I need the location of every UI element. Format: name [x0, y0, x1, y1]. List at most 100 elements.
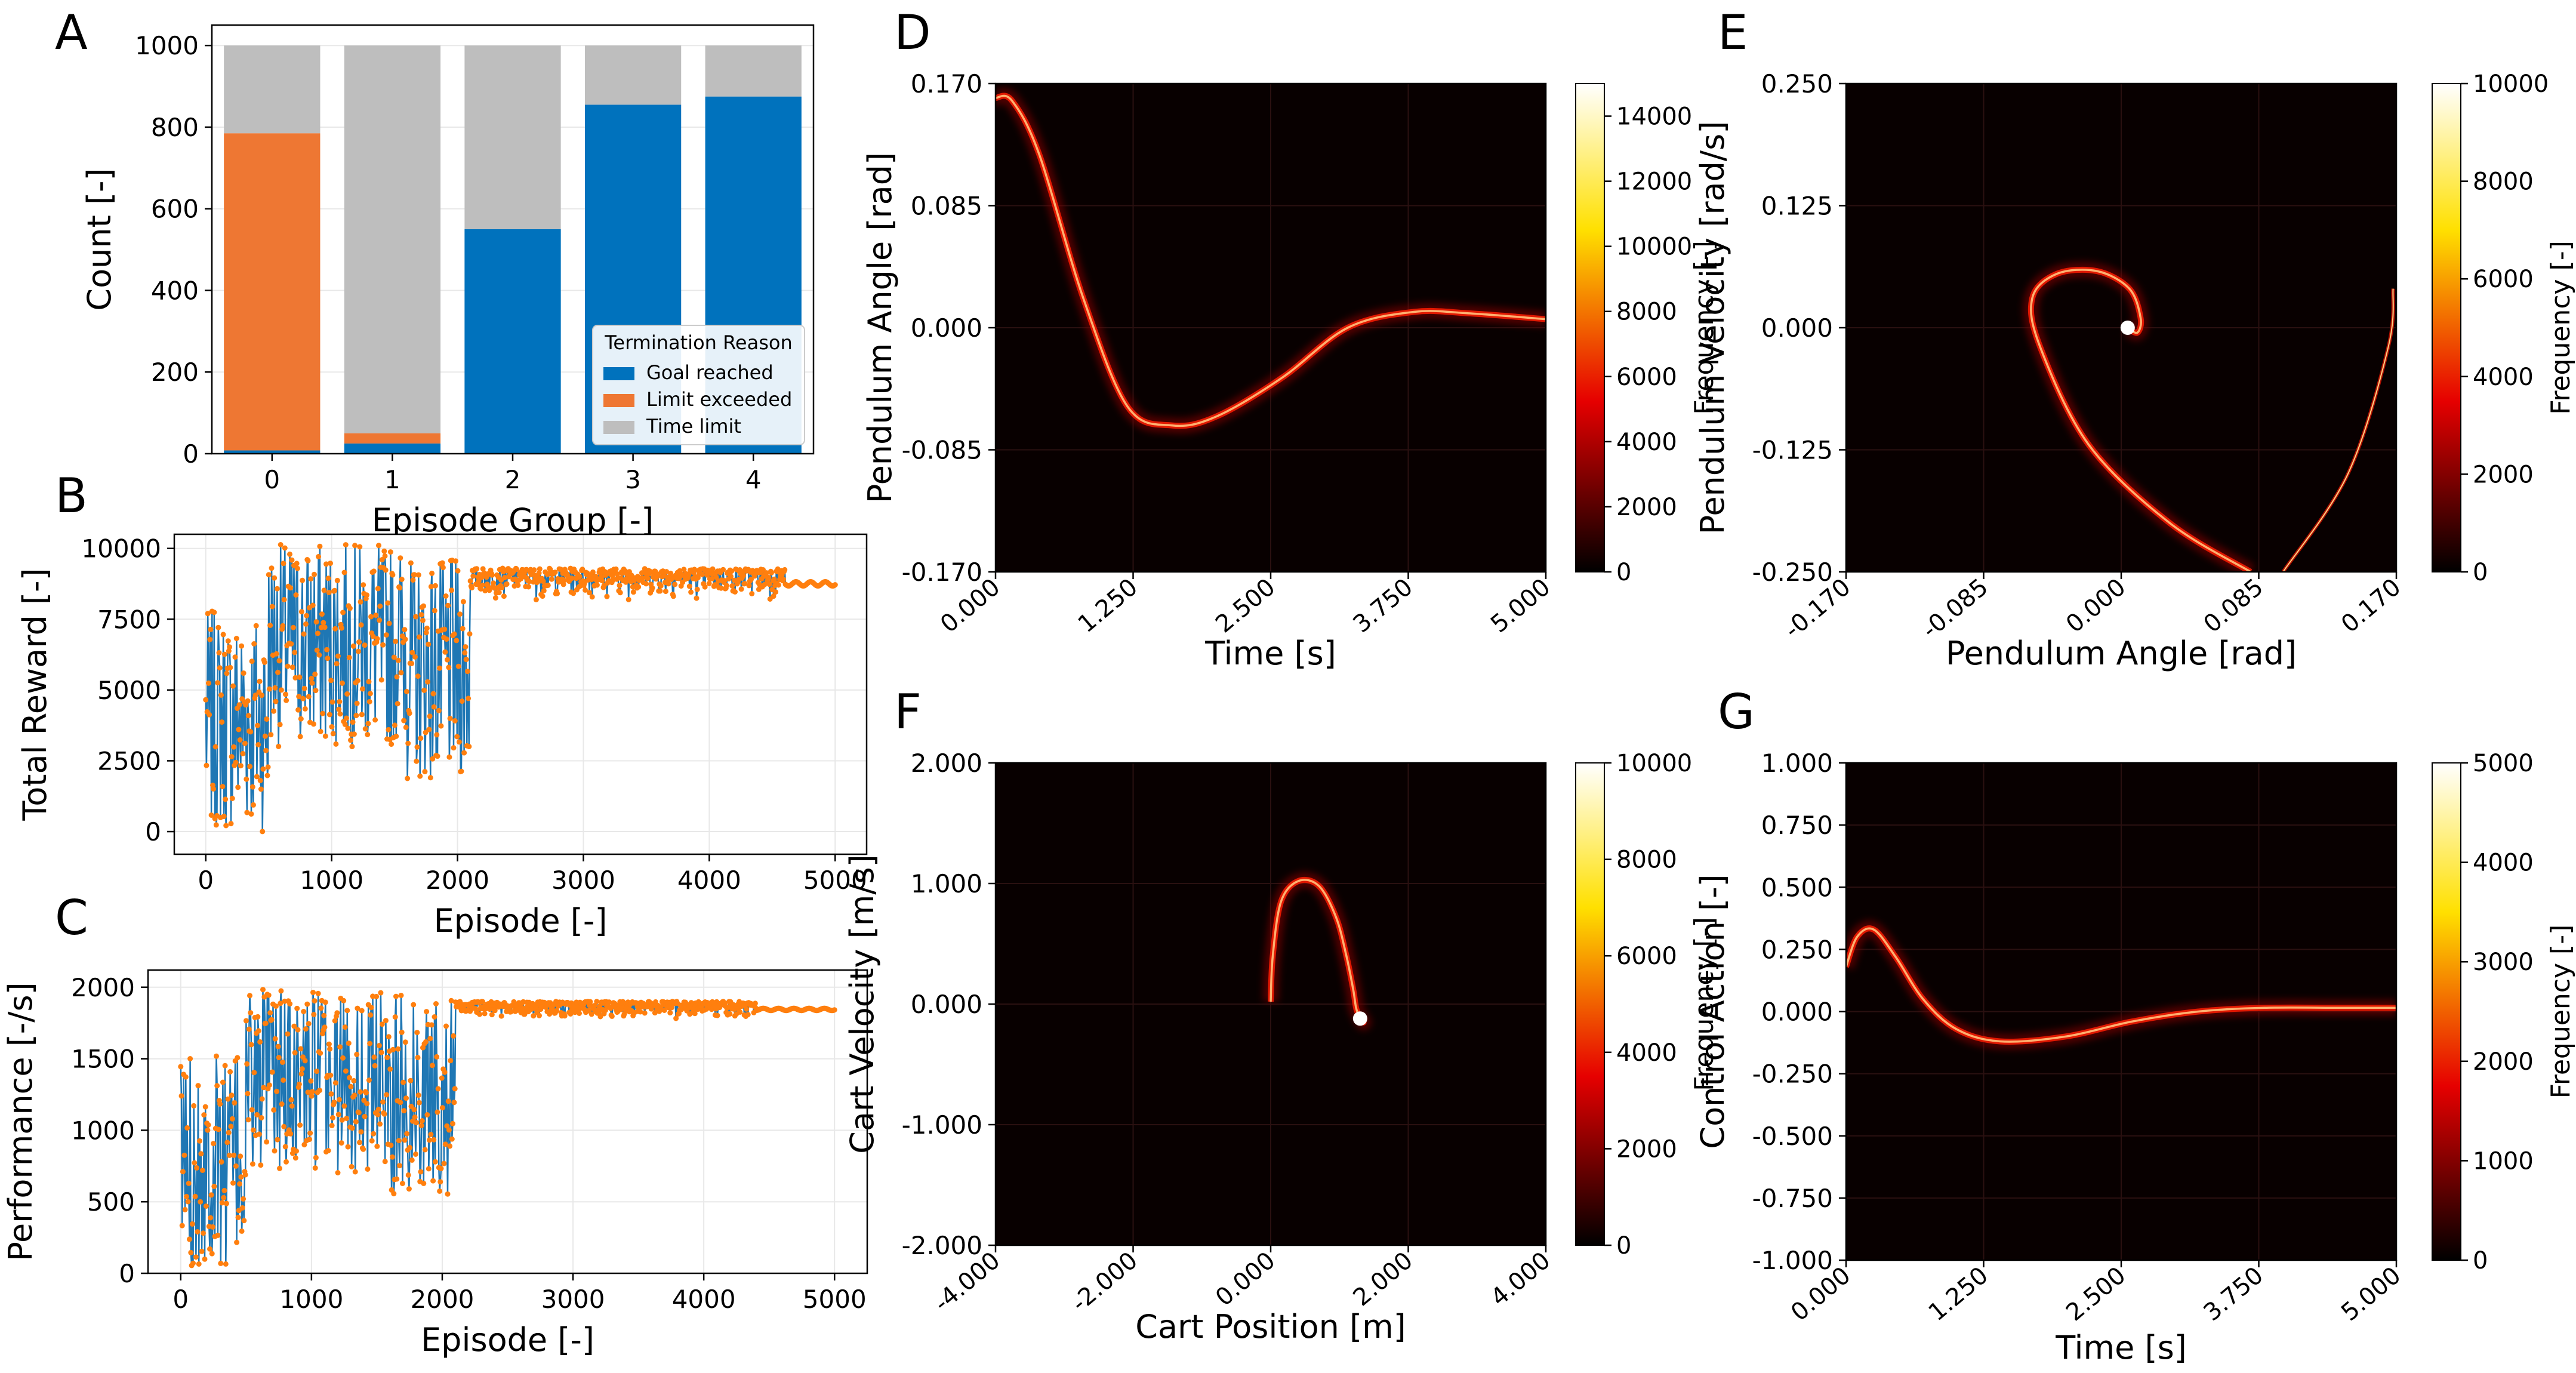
data-point [375, 1112, 381, 1118]
data-point [257, 678, 263, 684]
data-point [686, 583, 692, 589]
data-point [184, 1193, 189, 1199]
y-axis-label: Total Reward [-] [16, 568, 54, 821]
data-point [235, 1055, 241, 1061]
data-point [661, 573, 667, 579]
colorbar-D [1575, 83, 1605, 572]
colorbar-tick-label: 2000 [2473, 1048, 2534, 1076]
data-point [316, 554, 322, 559]
data-point [313, 1155, 319, 1160]
data-point [418, 612, 424, 618]
data-point [335, 1170, 341, 1175]
xtick-label: 1 [384, 465, 400, 494]
data-point [449, 587, 454, 593]
data-point [377, 1121, 383, 1127]
data-point [195, 1229, 201, 1235]
ytick-label: 1000 [135, 31, 199, 60]
data-point [291, 1023, 297, 1029]
data-point [479, 574, 485, 580]
colorbar-tick-label: 0 [1616, 1232, 1631, 1260]
data-point [665, 581, 671, 587]
data-point [261, 1085, 267, 1091]
data-point [318, 1050, 323, 1056]
bar-goal-reached [464, 229, 561, 454]
data-point [344, 1008, 350, 1014]
data-point [356, 1110, 362, 1116]
y-axis-label: Pendulum Velocity [rad/s] [1694, 121, 1731, 535]
data-point [709, 575, 715, 581]
y-axis-label: Cart Velocity [m/s] [843, 854, 881, 1153]
colorbar-E [2432, 83, 2461, 572]
data-point [198, 1151, 204, 1157]
data-point [637, 1009, 643, 1015]
data-point [272, 1148, 278, 1154]
data-point [301, 631, 307, 637]
data-point [580, 567, 586, 572]
data-point [504, 581, 510, 587]
xtick-label: 2 [505, 465, 521, 494]
data-point [748, 577, 754, 582]
data-point [245, 713, 251, 719]
data-point [272, 575, 278, 581]
data-point [442, 1141, 448, 1147]
data-point [199, 1248, 205, 1254]
frame-B [173, 533, 868, 855]
x-axis-label: Episode Group [-] [372, 501, 654, 539]
data-point [742, 581, 748, 587]
data-point [279, 1101, 285, 1107]
data-point [255, 722, 260, 728]
data-point [376, 1043, 382, 1048]
frame-A [211, 24, 815, 455]
data-point [241, 670, 246, 676]
data-point [670, 593, 676, 599]
data-point [437, 665, 442, 671]
legend-box [592, 325, 805, 445]
data-point [211, 1183, 217, 1189]
data-point [211, 1141, 217, 1147]
colorbar-tick-label: 2000 [2473, 461, 2534, 488]
data-point [423, 1039, 429, 1045]
data-point [217, 665, 223, 671]
data-point [298, 609, 304, 615]
data-point [445, 602, 451, 608]
data-point [221, 814, 227, 820]
data-point [284, 1159, 289, 1165]
frame-C [147, 969, 868, 1275]
ytick-label: 1.000 [911, 869, 982, 898]
data-point [294, 561, 300, 567]
colorbar-tick-label: 1000 [2473, 1147, 2534, 1175]
density-core [1846, 927, 2396, 1043]
data-point [309, 1093, 315, 1099]
bar-time-limit [224, 45, 321, 134]
data-point [335, 1112, 341, 1118]
data-point [300, 695, 306, 701]
data-point [248, 1010, 254, 1016]
data-point [453, 558, 458, 564]
data-point [741, 572, 747, 578]
x-axis-label: Pendulum Angle [rad] [1946, 635, 2297, 672]
data-point [231, 744, 237, 750]
data-point [426, 726, 432, 732]
data-point [373, 612, 379, 618]
data-point [591, 1003, 597, 1008]
data-point [205, 1122, 211, 1128]
data-point [352, 1169, 358, 1175]
data-point [351, 1078, 357, 1083]
data-point [482, 1011, 488, 1017]
data-point [365, 1166, 371, 1172]
data-point [282, 1144, 288, 1150]
data-point [341, 998, 347, 1003]
data-point [408, 1078, 414, 1083]
data-point [746, 583, 752, 589]
data-point [440, 565, 446, 571]
data-point [412, 1114, 418, 1120]
data-point [692, 567, 697, 572]
data-point [376, 543, 381, 549]
data-point [702, 584, 708, 590]
data-point [244, 1061, 250, 1067]
data-point [220, 784, 226, 790]
ytick-label: 400 [151, 276, 199, 305]
xtick-label: 4 [745, 465, 762, 494]
data-point [232, 654, 238, 660]
data-point [201, 1230, 206, 1236]
